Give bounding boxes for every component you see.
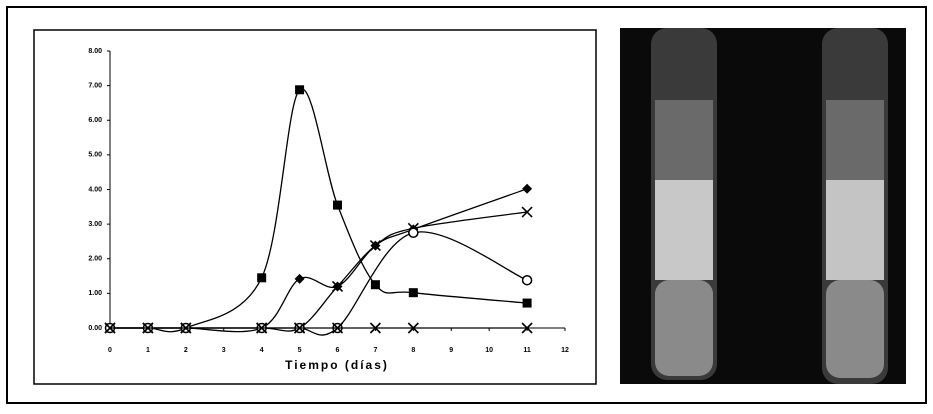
point bbox=[257, 273, 266, 282]
point bbox=[409, 228, 418, 237]
point bbox=[523, 276, 532, 285]
x-tick-label: 12 bbox=[561, 347, 569, 354]
x-tick-label: 8 bbox=[411, 347, 415, 354]
page: {"chart_data": {"type": "line", "x_label… bbox=[0, 0, 933, 409]
point bbox=[409, 288, 418, 297]
tube-liquid bbox=[655, 280, 713, 376]
y-tick-label: 8.00 bbox=[88, 48, 102, 55]
point bbox=[523, 299, 532, 308]
x-tick-label: 5 bbox=[298, 347, 302, 354]
x-tick-label: 4 bbox=[260, 347, 264, 354]
y-tick-label: 7.00 bbox=[88, 82, 102, 89]
figure: Tiempo (días) 0.00 1.00 2.00 3.00 4.00 5.00 6.… bbox=[0, 0, 933, 409]
y-tick-label: 1.00 bbox=[88, 290, 102, 297]
x-tick-label: 10 bbox=[485, 347, 493, 354]
x-tick-label: 0 bbox=[108, 347, 112, 354]
tube-foam bbox=[655, 180, 713, 280]
tube-liquid bbox=[826, 280, 884, 378]
y-tick-label: 0.00 bbox=[88, 325, 102, 332]
y-tick-label: 6.00 bbox=[88, 117, 102, 124]
x-tick-label: 2 bbox=[184, 347, 188, 354]
y-tick-label: 4.00 bbox=[88, 186, 102, 193]
y-tick-label: 3.00 bbox=[88, 221, 102, 228]
x-tick-label: 7 bbox=[373, 347, 377, 354]
x-tick-label: 3 bbox=[222, 347, 226, 354]
y-tick-label: 5.00 bbox=[88, 152, 102, 159]
tube-foam bbox=[826, 180, 884, 280]
x-tick-label: 1 bbox=[146, 347, 150, 354]
x-tick-label: 11 bbox=[523, 347, 531, 354]
photo bbox=[620, 28, 906, 384]
x-tick-label: 6 bbox=[336, 347, 340, 354]
x-tick-label: 9 bbox=[449, 347, 453, 354]
chart-border bbox=[34, 30, 596, 384]
tube-liquid bbox=[655, 100, 713, 180]
tube-liquid bbox=[826, 100, 884, 180]
point bbox=[371, 280, 380, 289]
y-tick-label: 2.00 bbox=[88, 256, 102, 263]
point bbox=[333, 201, 342, 210]
x-axis-label: Tiempo (días) bbox=[285, 358, 389, 372]
point bbox=[295, 85, 304, 94]
